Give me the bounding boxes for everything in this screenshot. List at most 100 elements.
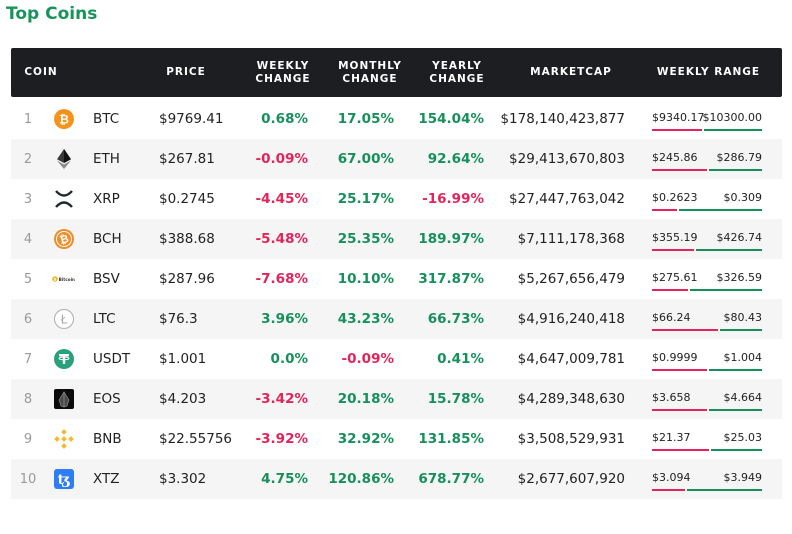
coin-weekly-change: -5.48%	[255, 231, 308, 247]
range-low: $3.094	[652, 471, 691, 484]
coin-symbol[interactable]: EOS	[93, 391, 121, 407]
coin-marketcap: $4,289,348,630	[517, 391, 625, 407]
range-high: $286.79	[716, 151, 763, 164]
coin-price: $388.68	[159, 231, 215, 247]
coin-symbol[interactable]: XRP	[93, 191, 120, 207]
coins-table: COIN PRICE WEEKLY CHANGE MONTHLY CHANGE …	[11, 48, 782, 499]
coin-weekly-change: 3.96%	[261, 311, 308, 327]
coin-price: $0.2745	[159, 191, 215, 207]
coin-symbol[interactable]: ETH	[93, 151, 120, 167]
coin-monthly-change: 120.86%	[328, 471, 394, 487]
weekly-range: $66.24 $80.43	[652, 299, 762, 339]
range-bar-high	[709, 369, 762, 371]
coin-symbol[interactable]: LTC	[93, 311, 116, 327]
range-bar-low	[652, 289, 688, 291]
svg-text:Ł: Ł	[60, 313, 68, 327]
svg-text:ꜩ: ꜩ	[58, 472, 71, 488]
header-weekly-range[interactable]: WEEKLY RANGE	[656, 66, 761, 78]
range-low: $0.9999	[652, 351, 698, 364]
header-yearly-change[interactable]: YEARLY CHANGE	[429, 59, 485, 85]
weekly-range: $0.2623 $0.309	[652, 179, 762, 219]
coin-monthly-change: 25.35%	[337, 231, 394, 247]
coin-monthly-change: 43.23%	[337, 311, 394, 327]
header-monthly-change[interactable]: MONTHLY CHANGE	[338, 59, 402, 85]
svg-text:Bitcoin: Bitcoin	[59, 277, 75, 282]
range-bar-low	[652, 129, 702, 131]
coin-marketcap: $29,413,670,803	[509, 151, 625, 167]
range-bar-low	[652, 449, 709, 451]
range-low: $9340.17	[652, 111, 705, 124]
range-low: $0.2623	[652, 191, 698, 204]
range-bar-low	[652, 369, 707, 371]
coin-marketcap: $4,647,009,781	[517, 351, 625, 367]
header-marketcap[interactable]: MARKETCAP	[530, 66, 612, 78]
coin-yearly-change: 154.04%	[418, 111, 484, 127]
table-row[interactable]: 5 ₿ Bitcoin · BSV $287.96 -7.68% 10.10% 31…	[11, 259, 782, 299]
coin-marketcap: $27,447,763,042	[509, 191, 625, 207]
coin-weekly-change: 0.0%	[270, 351, 308, 367]
table-row[interactable]: 4 ₿ BCH $388.68 -5.48% 25.35% 189.97% $7…	[11, 219, 782, 259]
range-bar-low	[652, 489, 685, 491]
table-header: COIN PRICE WEEKLY CHANGE MONTHLY CHANGE …	[11, 48, 782, 97]
table-row[interactable]: 2 ETH $267.81 -0.09% 67.00% 92.64% $29,4…	[11, 139, 782, 179]
coin-symbol[interactable]: BTC	[93, 111, 120, 127]
coin-marketcap: $5,267,656,479	[517, 271, 625, 287]
coin-symbol[interactable]: BSV	[93, 271, 120, 287]
coin-symbol[interactable]: BCH	[93, 231, 122, 247]
table-row[interactable]: 6 Ł LTC $76.3 3.96% 43.23% 66.73% $4,916…	[11, 299, 782, 339]
weekly-range: $245.86 $286.79	[652, 139, 762, 179]
table-row[interactable]: 10 ꜩ XTZ $3.302 4.75% 120.86% 678.77% $2…	[11, 459, 782, 499]
coin-yearly-change: 0.41%	[437, 351, 484, 367]
table-row[interactable]: 9 BNB $22.55756 -3.92% 32.92% 131.85% $3…	[11, 419, 782, 459]
table-row[interactable]: 1 ₿ BTC $9769.41 0.68% 17.05% 154.04% $1…	[11, 99, 782, 139]
coin-yearly-change: -16.99%	[422, 191, 484, 207]
bitcoin-icon: ₿	[52, 99, 76, 139]
coin-price: $287.96	[159, 271, 215, 287]
range-bar-low	[652, 409, 707, 411]
coin-symbol[interactable]: USDT	[93, 351, 131, 367]
weekly-range: $355.19 $426.74	[652, 219, 762, 259]
bitcoin-sv-icon: ₿ Bitcoin ·	[52, 259, 76, 299]
page-title: Top Coins	[6, 4, 98, 24]
weekly-range: $9340.17 $10300.00	[652, 99, 762, 139]
weekly-range: $21.37 $25.03	[652, 419, 762, 459]
coin-yearly-change: 92.64%	[427, 151, 484, 167]
svg-text:·: ·	[74, 277, 76, 282]
header-coin[interactable]: COIN	[24, 66, 58, 78]
range-high: $25.03	[723, 431, 763, 444]
coin-price: $4.203	[159, 391, 207, 407]
coin-yearly-change: 131.85%	[418, 431, 484, 447]
coin-rank: 5	[23, 271, 33, 287]
table-row[interactable]: 3 XRP $0.2745 -4.45% 25.17% -16.99% $27,…	[11, 179, 782, 219]
range-bar-low	[652, 249, 694, 251]
range-bar-high	[687, 489, 762, 491]
coin-yearly-change: 678.77%	[418, 471, 484, 487]
header-weekly-change[interactable]: WEEKLY CHANGE	[255, 59, 311, 85]
range-bar-high	[709, 409, 762, 411]
range-bar-high	[690, 289, 762, 291]
range-high: $426.74	[716, 231, 763, 244]
coin-rank: 9	[23, 431, 33, 447]
coin-marketcap: $2,677,607,920	[517, 471, 625, 487]
range-high: $1.004	[723, 351, 763, 364]
coin-yearly-change: 189.97%	[418, 231, 484, 247]
coin-rank: 10	[19, 471, 37, 487]
coin-yearly-change: 66.73%	[427, 311, 484, 327]
range-bar-high	[704, 129, 762, 131]
weekly-range: $275.61 $326.59	[652, 259, 762, 299]
range-bar-high	[720, 329, 762, 331]
header-price[interactable]: PRICE	[166, 66, 206, 78]
range-bar-high	[711, 449, 762, 451]
coin-monthly-change: 67.00%	[337, 151, 394, 167]
table-row[interactable]: 7 USDT $1.001 0.0% -0.09% 0.41% $4,647,0…	[11, 339, 782, 379]
coin-price: $22.55756	[159, 431, 233, 447]
table-row[interactable]: 8 EOS $4.203 -3.42% 20.18% 15.78% $4,289…	[11, 379, 782, 419]
coin-weekly-change: -0.09%	[255, 151, 308, 167]
coin-symbol[interactable]: BNB	[93, 431, 122, 447]
coin-rank: 6	[23, 311, 33, 327]
coin-weekly-change: -7.68%	[255, 271, 308, 287]
coin-monthly-change: -0.09%	[341, 351, 394, 367]
coin-symbol[interactable]: XTZ	[93, 471, 120, 487]
tether-icon	[52, 339, 76, 379]
range-high: $0.309	[723, 191, 763, 204]
